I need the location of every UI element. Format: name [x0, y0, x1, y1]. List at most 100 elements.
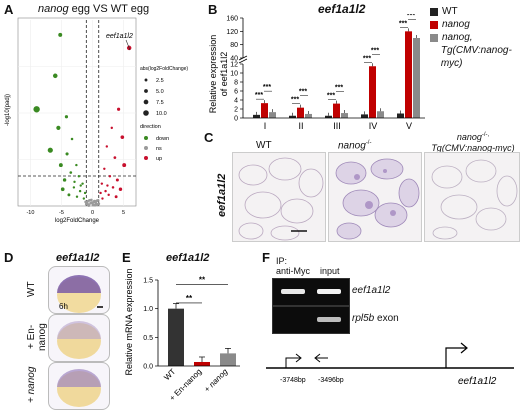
volcano-point-down	[75, 163, 78, 167]
bar-b-II-1	[297, 107, 304, 118]
e-ytick: 1.5	[143, 278, 153, 285]
legend-dir-label-up: up	[156, 156, 162, 162]
gel-eef1a1l2	[272, 278, 350, 306]
bar-e-category: + nanog	[202, 367, 229, 394]
c-label-nanog: nanog-/-	[338, 140, 372, 152]
bar-b-ytick: 160	[226, 16, 238, 23]
legend-label: nanog	[442, 19, 470, 30]
d-row-wt: WT	[26, 281, 37, 297]
volcano-point-down	[83, 191, 87, 195]
bar-b-title: eef1a1l2	[318, 2, 366, 16]
e-ytick: 0.5	[143, 335, 153, 342]
volcano-title: nanog egg VS WT egg	[38, 3, 150, 15]
bar-b-II-0	[289, 115, 296, 118]
legend-size-label: 5.0	[156, 89, 164, 95]
volcano-xtick: -10	[26, 210, 34, 216]
bar-chart-b: Relative expression of eef1a1l2 I******I…	[208, 14, 425, 131]
volcano-point-down	[67, 193, 71, 197]
volcano-point-down	[70, 137, 74, 141]
bar-b-I-1	[261, 103, 268, 118]
volcano-point-up	[99, 191, 102, 195]
embryo-nanog	[48, 362, 110, 410]
d-row-en-nanog: + En-nanog	[26, 323, 48, 351]
bar-e-2	[220, 353, 236, 366]
annotation-eef1a1l2: eef1a1l2	[106, 33, 133, 40]
volcano-point-up	[111, 186, 115, 189]
panel-label-e: E	[122, 250, 131, 265]
legend-size-dot	[143, 110, 149, 116]
legend-size-dot	[143, 99, 149, 105]
bar-b-IV-1	[369, 66, 376, 118]
volcano-point-up	[115, 178, 119, 182]
volcano-point-ns	[96, 203, 99, 207]
bar-b-ytick: 2	[234, 107, 238, 114]
e-ytick: 0.0	[143, 364, 153, 371]
volcano-point-up	[105, 145, 109, 148]
volcano-point-up	[113, 156, 117, 160]
legend-size-title: abs(log2FoldChange)	[140, 66, 188, 72]
f-gene: eef1a1l2	[458, 376, 497, 387]
volcano-point-down	[52, 73, 58, 79]
volcano-point-down	[65, 152, 69, 156]
volcano-point-up	[117, 107, 121, 111]
panel-label-a: A	[4, 2, 14, 17]
bar-b-legend-item: Tg(CMV:nanog-myc)	[430, 44, 520, 70]
f-band2: rpl5b exon	[352, 313, 399, 324]
panel-label-d: D	[4, 250, 14, 265]
volcano-point-up	[108, 175, 112, 178]
bar-b-sig: ***	[255, 92, 263, 99]
bar-chart-e: Relative mRNA expression WT+ En-nanog + n…	[124, 268, 240, 403]
bar-b-ytick: 40	[230, 56, 238, 63]
bar-b-ytick: 8	[234, 80, 238, 87]
legend-dir-dot-ns	[144, 146, 148, 150]
volcano-plot: -10 -5 0 5 eef1a1l2 log2FoldChange -log10(p…	[5, 17, 188, 224]
bar-b-I-2	[269, 112, 276, 118]
volcano-point-down	[56, 125, 61, 130]
bar-b-ytick: 4	[234, 98, 238, 105]
bar-b-V-0	[397, 113, 404, 118]
bar-b-IV-0	[361, 114, 368, 118]
c-label-wt: WT	[256, 140, 272, 151]
f-input-label: input	[320, 266, 340, 276]
volcano-point-up	[104, 189, 107, 193]
legend-size-dot	[144, 89, 148, 93]
bar-b-III-2	[341, 113, 348, 118]
legend-size-label: 10.0	[156, 111, 167, 117]
bar-b-sig: ***	[407, 14, 415, 19]
volcano-point-up	[118, 187, 123, 191]
volcano-point-up	[103, 167, 106, 170]
bar-b-legend-item: nanog,	[430, 31, 520, 44]
legend-swatch	[430, 20, 438, 29]
volcano-point-up	[114, 195, 118, 199]
legend-dir-label-ns: ns	[156, 146, 162, 152]
volcano-point-up	[110, 126, 113, 130]
bar-e-0	[168, 308, 184, 366]
e-title: eef1a1l2	[166, 252, 210, 264]
volcano-point-down	[78, 189, 82, 193]
bar-b-III-0	[325, 115, 332, 118]
legend-label: Tg(CMV:nanog-myc)	[440, 45, 512, 69]
volcano-point-down	[82, 197, 86, 200]
panel-label-c: C	[204, 130, 214, 145]
bar-e-sig: **	[199, 276, 206, 285]
legend-dir-dot-down	[144, 136, 148, 140]
legend-dir-label-down: down	[156, 136, 169, 142]
volcano-xtick: 0	[91, 210, 94, 216]
bar-b-sig: ***	[363, 55, 371, 62]
bar-b-II-2	[305, 113, 312, 118]
volcano-point-down	[73, 180, 76, 184]
bar-b-legend: WT nanog nanog, Tg(CMV:nanog-myc)	[430, 5, 520, 70]
gene-schematic: -3748bp -3496bp eef1a1l2	[266, 342, 514, 387]
bar-b-sig: ***	[327, 93, 335, 100]
legend-direction-title: direction	[140, 124, 161, 130]
volcano-xtick: -5	[59, 210, 64, 216]
image-wt	[232, 152, 326, 242]
bar-b-IV-2	[377, 111, 384, 118]
panel-label-b: B	[208, 2, 218, 17]
legend-label: nanog,	[442, 32, 473, 43]
volcano-point-up	[106, 184, 109, 187]
legend-size-dot	[144, 78, 148, 82]
legend-swatch	[430, 53, 437, 61]
bar-b-category: IV	[369, 121, 378, 131]
legend-swatch	[430, 7, 438, 16]
